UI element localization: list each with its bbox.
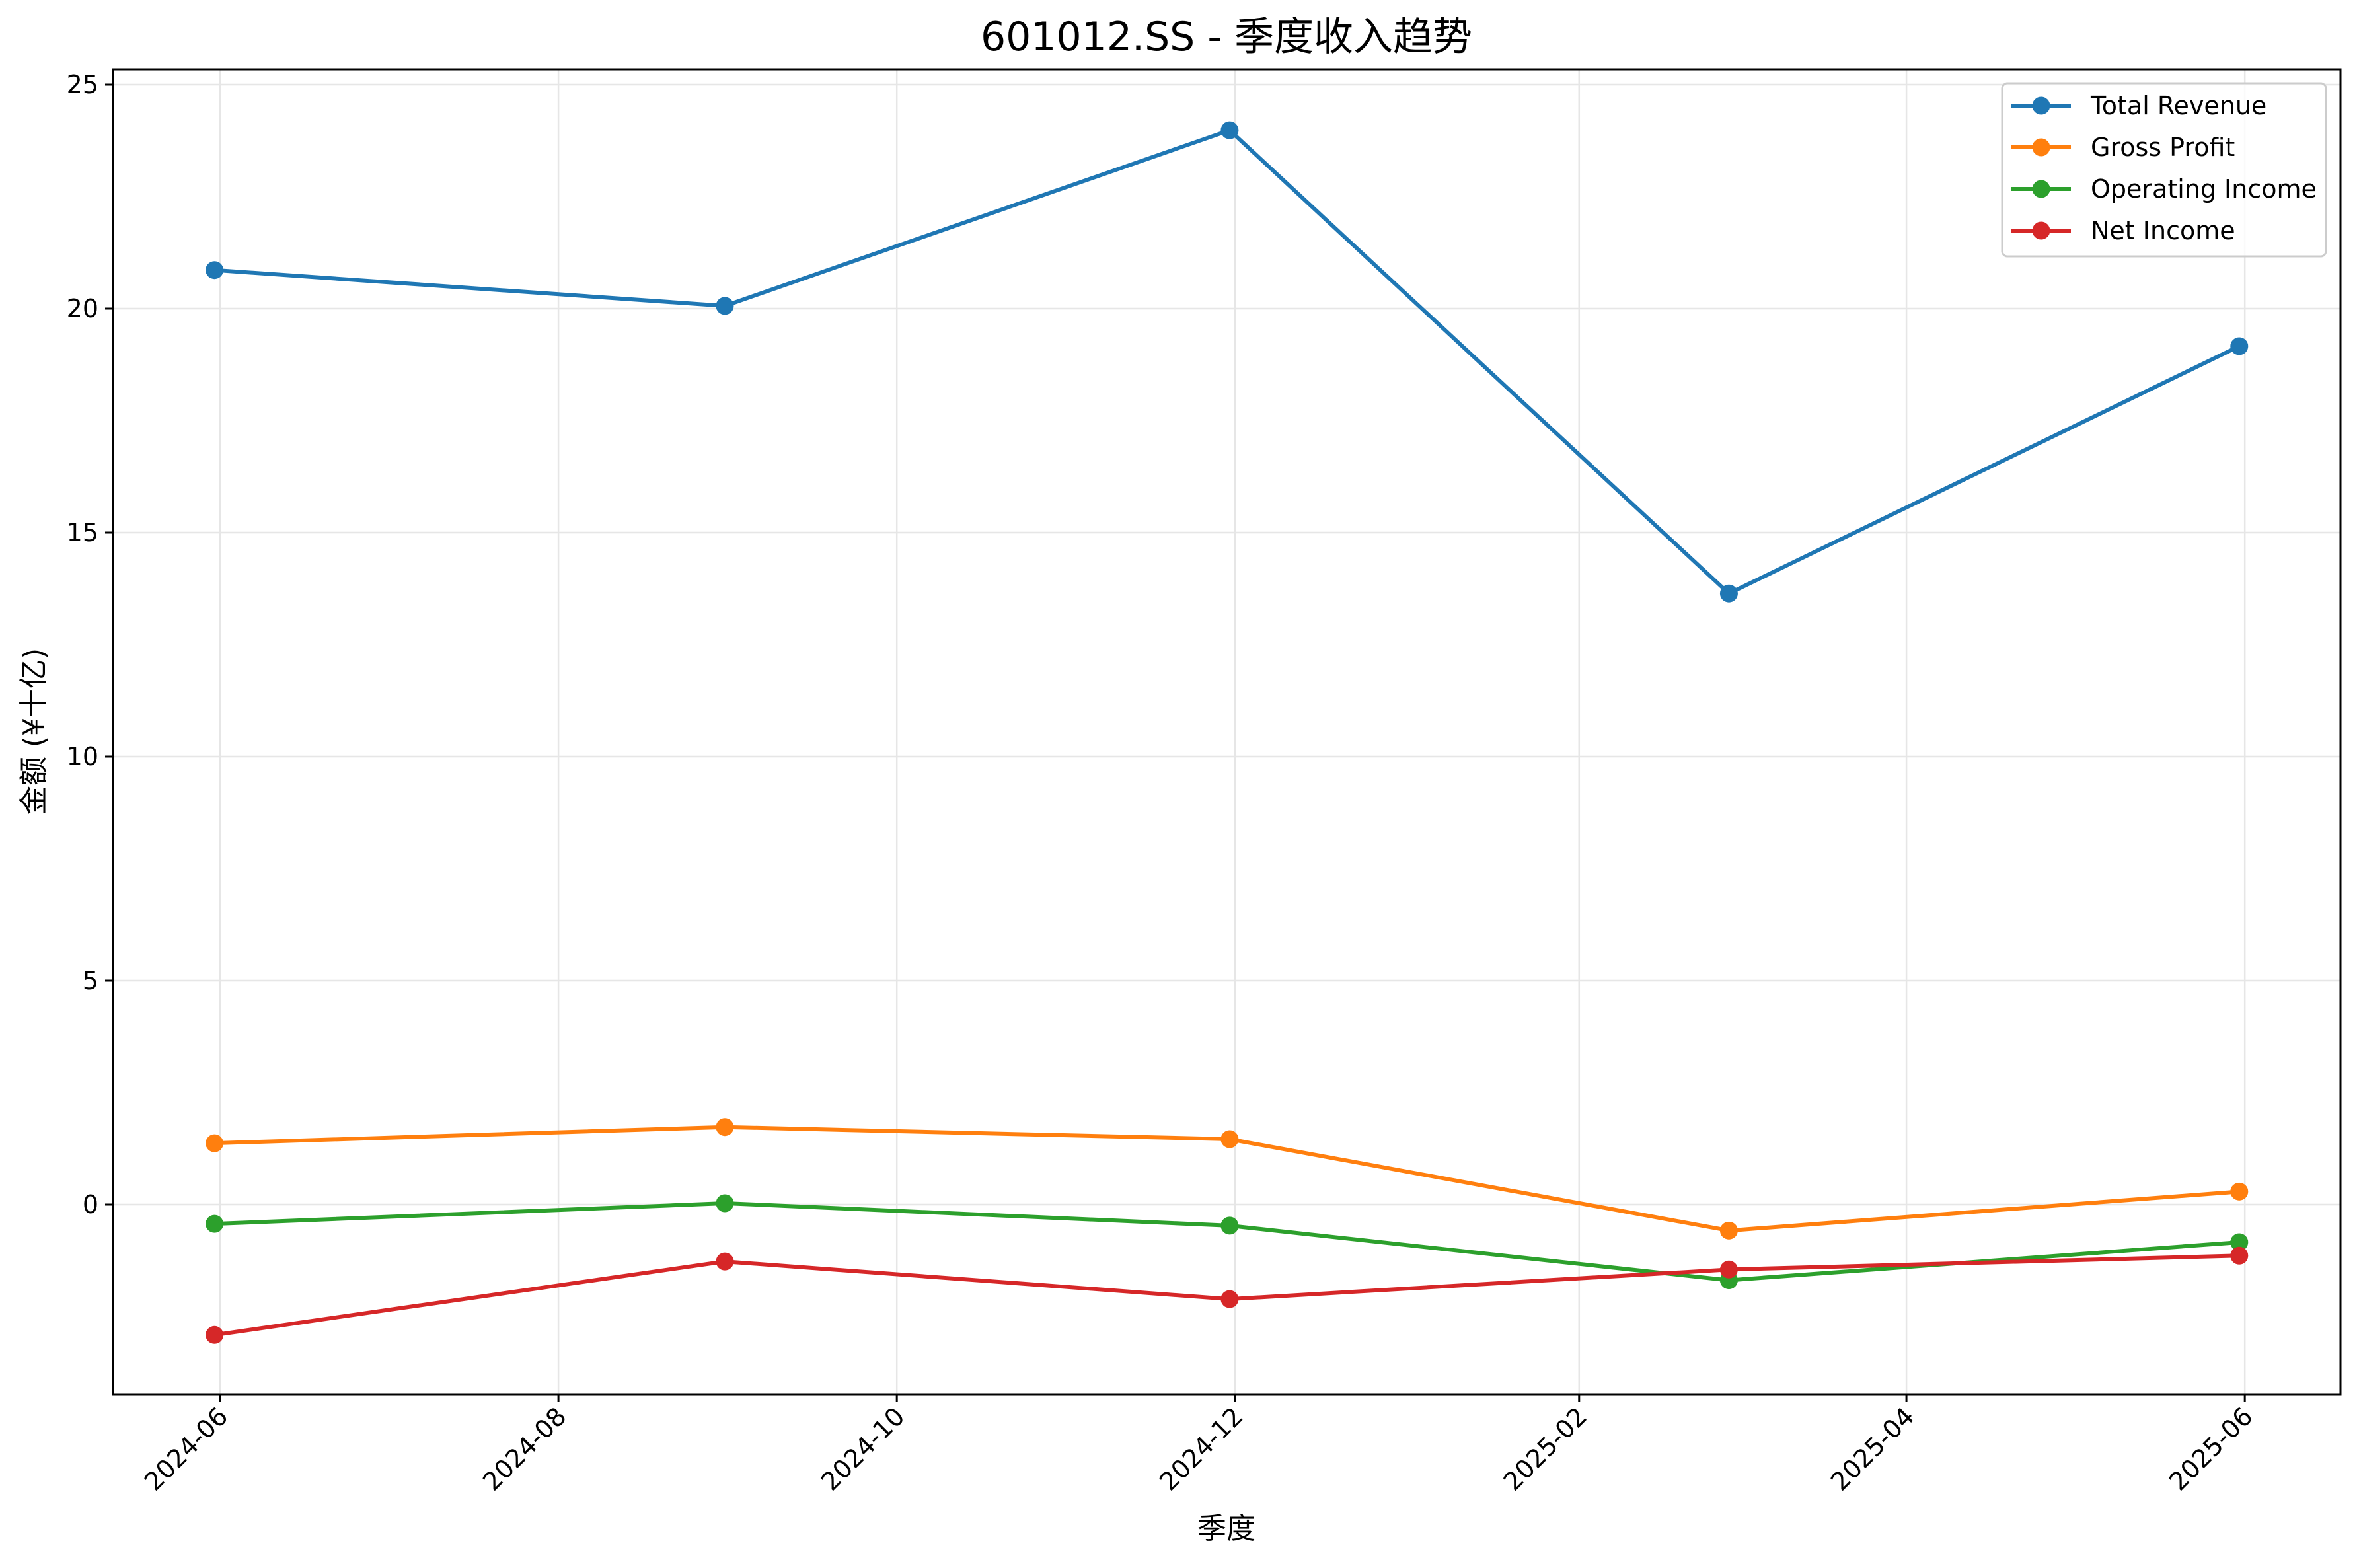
series-gross-profit (206, 1118, 2249, 1240)
series-total-revenue (206, 121, 2249, 603)
data-point-marker[interactable] (1220, 1130, 1239, 1148)
legend: Total Revenue Gross Profit Operating Incom… (2001, 82, 2327, 258)
data-point-marker[interactable] (1719, 584, 1738, 603)
data-series (206, 121, 2249, 1344)
y-axis-label: 金额 (¥十亿) (17, 648, 51, 815)
grid-lines (113, 69, 2340, 1394)
data-point-marker[interactable] (2230, 1182, 2249, 1201)
y-axis-ticks: 0 5 10 15 20 25 (67, 70, 113, 1219)
data-point-marker[interactable] (1719, 1260, 1738, 1279)
y-tick-label: 25 (67, 70, 98, 99)
data-point-marker[interactable] (206, 261, 224, 280)
plot-frame (112, 68, 2342, 1396)
data-point-marker[interactable] (206, 1325, 224, 1344)
legend-marker-icon (2032, 138, 2050, 157)
data-point-marker[interactable] (1220, 1216, 1239, 1235)
data-point-marker[interactable] (1220, 1290, 1239, 1308)
legend-marker-icon (2032, 96, 2050, 115)
legend-label: Operating Income (2091, 174, 2317, 204)
data-point-marker[interactable] (716, 1118, 734, 1137)
data-point-marker[interactable] (2230, 1246, 2249, 1265)
legend-item: Operating Income (2011, 174, 2317, 204)
legend-label: Gross Profit (2091, 133, 2235, 162)
y-tick-label: 10 (67, 742, 98, 771)
y-tick-label: 5 (83, 966, 98, 995)
y-tick-label: 15 (67, 518, 98, 547)
y-tick-label: 20 (67, 294, 98, 323)
legend-marker-icon (2032, 221, 2050, 240)
legend-box (2001, 82, 2327, 258)
data-point-marker[interactable] (1719, 1221, 1738, 1240)
legend-items: Total Revenue Gross Profit Operating Incom… (2011, 91, 2317, 245)
legend-item: Total Revenue (2011, 91, 2266, 120)
data-point-marker[interactable] (2230, 337, 2249, 355)
legend-label: Total Revenue (2090, 91, 2266, 120)
legend-marker-icon (2032, 180, 2050, 198)
data-point-marker[interactable] (206, 1214, 224, 1233)
data-point-marker[interactable] (2230, 1233, 2249, 1251)
x-axis-label: 季度 (1197, 1512, 1255, 1546)
legend-item: Net Income (2011, 216, 2235, 245)
y-tick-label: 0 (83, 1190, 98, 1219)
data-point-marker[interactable] (716, 297, 734, 315)
data-point-marker[interactable] (716, 1252, 734, 1271)
data-point-marker[interactable] (716, 1194, 734, 1213)
chart-title: 601012.SS - 季度收入趋势 (981, 14, 1472, 60)
legend-label: Net Income (2091, 216, 2235, 245)
series-net-income (206, 1246, 2249, 1344)
data-point-marker[interactable] (1220, 121, 1239, 139)
data-point-marker[interactable] (206, 1134, 224, 1152)
legend-item: Gross Profit (2011, 133, 2235, 162)
